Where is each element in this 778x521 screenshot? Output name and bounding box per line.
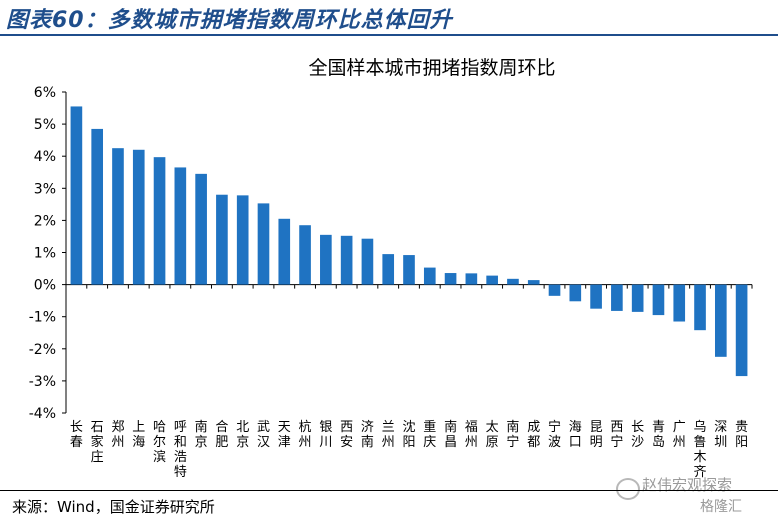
y-tick-label: 3%	[34, 181, 56, 197]
bar	[403, 255, 415, 285]
x-tick-label: 乌鲁木齐	[694, 419, 707, 480]
x-tick-label: 南京	[195, 419, 208, 450]
x-tick-label: 武汉	[257, 420, 270, 450]
x-tick-label: 天津	[278, 420, 291, 450]
x-tick-label: 合肥	[215, 420, 228, 450]
x-tick-label: 南宁	[506, 419, 519, 450]
x-tick-label: 西安	[340, 420, 353, 450]
x-tick-label: 青岛	[652, 420, 665, 450]
bar	[174, 167, 187, 285]
bar	[507, 278, 519, 285]
watermark: 赵伟宏观探索	[642, 476, 733, 494]
bar-chart: 全国样本城市拥堵指数周环比 6% 5% 4% 3% 2% 1% 0% -1% -2% -3% -4%…	[29, 57, 753, 480]
bar	[527, 280, 540, 285]
x-tick-label: 济南	[361, 420, 374, 450]
bar	[361, 238, 374, 285]
y-tick-label: 4%	[34, 149, 56, 165]
x-tick-label: 重庆	[423, 419, 436, 450]
x-tick-label: 长春	[70, 420, 83, 450]
x-tick-label: 石家庄	[91, 420, 104, 465]
bar	[153, 157, 166, 285]
x-tick-label: 昆明	[590, 420, 603, 450]
x-tick-label: 呼和浩特	[174, 420, 187, 480]
x-axis-labels: 长春石家庄郑州上海哈尔滨呼和浩特南京合肥北京武汉天津杭州银川西安济南兰州沈阳重庆…	[70, 284, 753, 480]
figure-title: 图表60：多数城市拥堵指数周环比总体回升	[6, 8, 453, 33]
bar	[195, 173, 207, 285]
bar	[340, 235, 353, 285]
x-tick-label: 深圳	[714, 420, 727, 450]
bar	[444, 273, 457, 285]
bar	[673, 284, 686, 322]
x-tick-label: 太原	[486, 420, 499, 450]
x-tick-label: 兰州	[382, 420, 395, 450]
bar	[465, 273, 478, 285]
x-tick-label: 贵阳	[735, 420, 748, 450]
bar	[611, 284, 623, 311]
bar	[320, 234, 332, 285]
bar	[652, 284, 665, 316]
bar	[236, 195, 249, 285]
bars	[70, 106, 748, 377]
x-tick-label: 长沙	[631, 420, 644, 450]
bar	[735, 284, 748, 377]
x-tick-label: 杭州	[299, 420, 312, 450]
y-tick-label: 2%	[34, 213, 56, 229]
bar	[569, 284, 582, 302]
bar	[299, 225, 311, 285]
x-tick-label: 南昌	[444, 419, 457, 450]
bar	[112, 148, 124, 285]
bar	[486, 275, 498, 285]
x-tick-label: 沈阳	[402, 420, 415, 450]
y-tick-label: 1%	[34, 246, 56, 262]
watermark-logo-text: 格隆汇	[700, 499, 742, 515]
bar	[590, 284, 602, 309]
x-tick-label: 宁波	[548, 419, 561, 450]
bar	[216, 194, 228, 285]
bar	[257, 203, 270, 285]
y-tick-label: -2%	[29, 342, 56, 358]
y-tick-label: -3%	[29, 374, 56, 390]
bar	[423, 267, 436, 285]
bar	[132, 149, 145, 285]
y-tick-label: 6%	[34, 85, 56, 101]
title-rule	[0, 34, 778, 36]
x-tick-label: 银川	[319, 420, 332, 450]
y-tick-label: 5%	[34, 117, 56, 133]
chart-title: 全国样本城市拥堵指数周环比	[308, 57, 555, 79]
y-tick-label: -4%	[29, 406, 56, 422]
x-tick-label: 北京	[236, 420, 249, 450]
bar	[631, 284, 644, 312]
bar	[70, 106, 83, 285]
bar	[91, 128, 104, 285]
x-tick-label: 西宁	[610, 420, 623, 450]
bar	[694, 284, 706, 331]
bar	[714, 284, 727, 357]
y-axis: 6% 5% 4% 3% 2% 1% 0% -1% -2% -3% -4%	[29, 85, 752, 422]
bar	[278, 218, 291, 285]
bar	[548, 284, 561, 296]
x-tick-label: 广州	[673, 420, 686, 450]
y-tick-label: 0%	[34, 278, 56, 294]
bar	[382, 254, 395, 285]
x-tick-label: 成都	[527, 420, 540, 450]
x-tick-label: 海口	[569, 420, 582, 450]
x-tick-label: 福州	[465, 420, 478, 450]
y-tick-label: -1%	[29, 310, 56, 326]
bottom-rule	[0, 490, 778, 491]
source-note: 来源：Wind，国金证券研究所	[12, 498, 215, 516]
wechat-icon	[616, 478, 640, 500]
x-tick-label: 郑州	[111, 420, 124, 450]
x-tick-label: 上海	[132, 420, 145, 450]
x-tick-label: 哈尔滨	[153, 420, 166, 465]
